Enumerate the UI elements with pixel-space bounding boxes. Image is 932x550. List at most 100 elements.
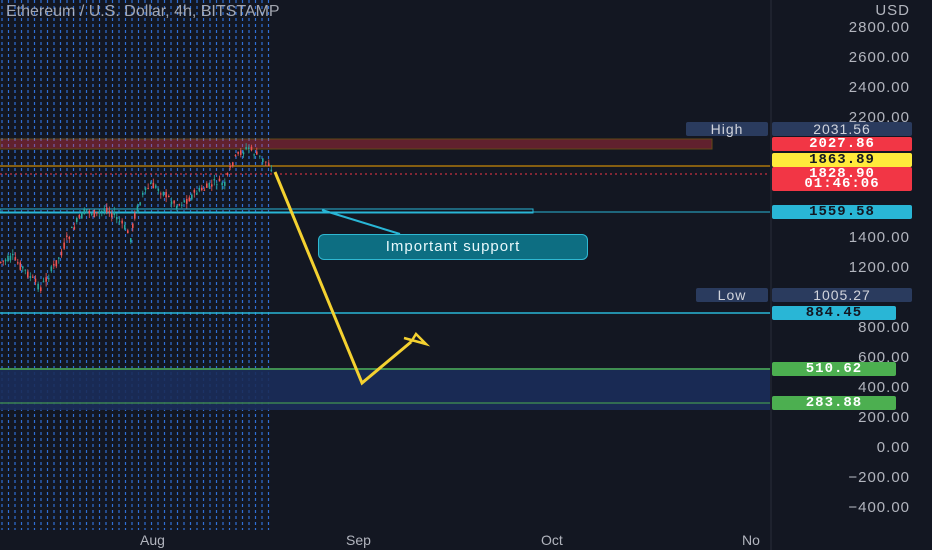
candle-body	[98, 212, 101, 214]
y-tick-0: 0.00	[876, 439, 910, 456]
candle-body	[136, 205, 139, 212]
y-tick-neg400: −400.00	[848, 499, 910, 516]
candle-body	[265, 161, 267, 163]
candle-body	[245, 147, 247, 150]
x-tick-sep: Sep	[346, 532, 371, 548]
y-tick-2600: 2600.00	[848, 49, 910, 66]
y-tick-1200: 1200.00	[848, 259, 910, 276]
candle-body	[170, 201, 173, 205]
dotted-grid	[1, 0, 270, 530]
candle-body	[45, 277, 47, 282]
candle-body	[203, 189, 206, 191]
candle-body	[221, 182, 223, 186]
resistance-price-tag: 2027.86	[772, 137, 912, 151]
candle-body	[139, 202, 141, 206]
candle-body	[0, 261, 2, 263]
chart-title: Ethereum / U.S. Dollar, 4h, BITSTAMP	[6, 3, 280, 20]
candle-body	[198, 187, 201, 191]
low-value-box: 1005.27	[772, 288, 912, 302]
candle-body	[29, 276, 32, 278]
candle-body	[270, 169, 273, 172]
candle-body	[24, 269, 27, 271]
candle-body	[96, 212, 98, 214]
important-support-callout[interactable]: Important support	[318, 234, 588, 260]
candle-body	[27, 271, 29, 278]
candle-body	[229, 165, 231, 168]
candle-body	[250, 146, 253, 151]
candle-body	[32, 276, 34, 278]
candle-body	[191, 194, 193, 200]
support-zone	[0, 208, 534, 214]
high-label-box: High	[686, 122, 768, 136]
candle-body	[34, 278, 37, 282]
candle-body	[242, 152, 245, 155]
y-tick-neg200: −200.00	[848, 469, 910, 486]
candle-body	[2, 260, 4, 262]
candle-body	[142, 192, 144, 195]
projection-arrowhead	[403, 332, 431, 347]
candle-body	[213, 179, 216, 181]
x-tick-nov: No	[742, 532, 760, 548]
candle-body	[83, 209, 86, 215]
projection-path	[273, 171, 412, 386]
low-label-box: Low	[696, 288, 768, 302]
y-tick-800: 800.00	[858, 319, 910, 336]
candle-body	[206, 183, 208, 188]
candle-body	[183, 200, 186, 203]
candle-body	[113, 211, 116, 215]
candle-body	[4, 259, 7, 262]
candle-body	[130, 238, 132, 243]
candle-body	[55, 260, 58, 267]
candlestick-series	[0, 143, 273, 294]
candle-body	[48, 278, 50, 280]
candle-body	[19, 262, 22, 270]
candle-body	[208, 182, 211, 188]
candle-body	[12, 253, 14, 256]
candle-body	[240, 150, 242, 155]
candle-body	[124, 224, 126, 230]
candle-body	[78, 215, 81, 218]
candle-body	[76, 217, 78, 222]
candle-body	[150, 182, 152, 185]
candle-body	[218, 178, 221, 182]
x-tick-aug: Aug	[140, 532, 165, 548]
candle-body	[155, 185, 157, 188]
candle-body	[93, 209, 96, 218]
resistance-zone	[0, 138, 713, 150]
candle-body	[234, 154, 237, 156]
candle-body	[50, 266, 53, 272]
candle-body	[178, 204, 181, 206]
candle-body	[58, 257, 60, 259]
level-510-tag: 510.62	[772, 362, 896, 376]
candle-body	[224, 181, 226, 186]
candle-body	[176, 205, 178, 210]
candle-body	[168, 195, 170, 197]
candle-body	[162, 191, 165, 196]
candle-body	[14, 257, 17, 260]
candle-body	[66, 235, 68, 237]
candle-body	[188, 197, 191, 202]
candle-body	[132, 223, 134, 228]
y-tick-2200: 2200.00	[848, 109, 910, 126]
candle-body	[262, 158, 264, 163]
y-tick-400: 400.00	[858, 379, 910, 396]
candle-body	[181, 204, 183, 206]
candle-body	[237, 151, 239, 154]
candle-body	[22, 266, 24, 269]
candle-body	[81, 212, 83, 219]
candle-body	[248, 147, 250, 150]
candle-body	[108, 210, 111, 213]
candle-body	[103, 209, 106, 212]
candle-body	[42, 281, 45, 283]
callout-pointer	[321, 209, 401, 235]
countdown-tag: 01:46:06	[772, 177, 912, 191]
candle-body	[91, 213, 93, 215]
candle-body	[144, 187, 147, 191]
candle-body	[259, 155, 261, 157]
candle-body	[7, 255, 9, 262]
y-tick-200: 200.00	[858, 409, 910, 426]
candle-body	[9, 255, 12, 261]
y-tick-2400: 2400.00	[848, 79, 910, 96]
currency-label: USD	[875, 2, 910, 19]
